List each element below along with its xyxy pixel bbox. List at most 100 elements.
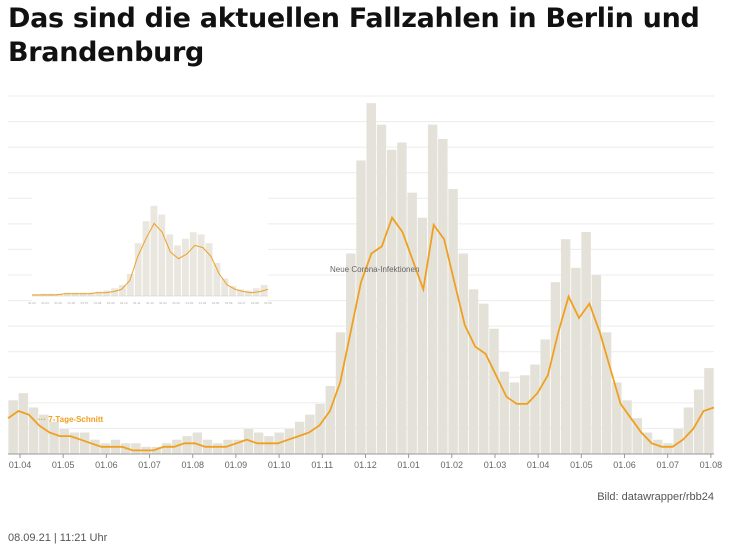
inset-bar — [244, 290, 252, 296]
bar — [704, 368, 714, 454]
x-tick-label: 01.11 — [311, 460, 333, 470]
bar — [550, 282, 561, 454]
bar — [346, 253, 356, 454]
bar — [151, 446, 162, 454]
bar — [438, 138, 448, 454]
bar — [356, 160, 366, 454]
x-tick-label: 01.05 — [52, 460, 75, 470]
inset-bar — [32, 294, 40, 296]
annotation-new-infections: Neue Corona-Infektionen — [330, 265, 419, 274]
annotation-seven-day-average: ··· 7-Tage-Schnitt — [38, 415, 104, 424]
bars-group — [8, 103, 714, 454]
bar — [18, 393, 29, 454]
bar — [161, 443, 172, 454]
bar — [683, 407, 694, 454]
inset-bar — [237, 289, 244, 296]
bar — [49, 421, 59, 454]
inset-bar — [221, 278, 229, 296]
x-tick-label: 01.04 — [527, 460, 550, 470]
bar — [601, 332, 612, 454]
inset-tick-label: 01.07 — [238, 301, 246, 305]
bar — [571, 267, 581, 454]
x-tick-label: 01.01 — [397, 460, 420, 470]
inset-bar — [87, 292, 95, 296]
inset-tick-label: 01.06 — [225, 301, 233, 305]
bar — [325, 385, 336, 454]
inset-tick-label: 01.03 — [28, 301, 36, 305]
x-tick-label: 01.03 — [484, 460, 507, 470]
bar — [479, 303, 489, 454]
x-tick-label: 01.10 — [268, 460, 291, 470]
bar — [335, 332, 346, 454]
inset-tick-label: 01.11 — [133, 301, 141, 305]
bar — [653, 439, 663, 454]
bar — [417, 217, 428, 454]
bar — [468, 289, 479, 454]
bar — [39, 414, 49, 454]
inset-tick-label: 01.03 — [186, 301, 194, 305]
bar — [560, 239, 571, 454]
headline: Das sind die aktuellen Fallzahlen in Ber… — [8, 3, 700, 68]
bar — [612, 382, 622, 454]
inset-bar — [79, 292, 87, 296]
inset-bar — [213, 263, 221, 296]
inset-bar — [150, 205, 158, 296]
bar — [407, 192, 417, 454]
inset-tick-label: 01.09 — [264, 301, 272, 305]
bar — [8, 400, 18, 454]
bar — [540, 339, 550, 454]
bar — [519, 375, 530, 454]
bar — [172, 439, 182, 454]
inset-bar — [142, 221, 150, 296]
inset-bar — [103, 290, 111, 296]
inset-bar — [63, 292, 71, 296]
inset-bar — [166, 234, 174, 296]
bar — [581, 232, 591, 454]
inset-tick-label: 01.08 — [251, 301, 259, 305]
inset-tick-label: 01.04 — [41, 301, 49, 305]
bar — [131, 443, 141, 454]
bar — [28, 407, 39, 454]
chart-container: 01.03 01.04 01.05 01.06 01.07 01.08 01.09 01.10… — [0, 90, 754, 480]
inset-tick-label: 01.06 — [68, 301, 76, 305]
bar — [284, 428, 295, 454]
inset-tick-label: 01.04 — [199, 301, 207, 305]
bar — [530, 364, 540, 454]
inset-bar — [174, 245, 181, 296]
bar — [397, 142, 407, 454]
inset-tick-label: 01.08 — [94, 301, 102, 305]
inset-tick-label: 01.10 — [120, 301, 128, 305]
bar — [264, 436, 274, 454]
inset-bar — [95, 291, 103, 296]
inset-bar — [134, 243, 142, 296]
bar — [213, 443, 223, 454]
x-tick-label: 01.06 — [95, 460, 118, 470]
x-tick-label: 01.02 — [441, 460, 464, 470]
bar — [376, 124, 387, 454]
inset-bar — [119, 285, 126, 296]
x-ticks: 01.04 01.05 01.06 01.07 01.08 01.09 01.10 01.11… — [9, 454, 722, 470]
inset-chart: 01.03 01.04 01.05 01.06 01.07 01.08 01.09 01.10… — [28, 182, 272, 306]
inset-tick-label: 01.09 — [107, 301, 115, 305]
bar — [499, 371, 509, 454]
x-tick-label: 01.12 — [354, 460, 377, 470]
bar — [427, 124, 438, 454]
inset-bar — [71, 292, 79, 296]
inset-line — [32, 222, 269, 296]
bar — [182, 436, 192, 454]
bar — [642, 432, 653, 454]
bar — [100, 443, 110, 454]
bar — [509, 382, 520, 454]
bar — [663, 443, 673, 454]
inset-tick-label: 01.01 — [159, 301, 167, 305]
inset-bar — [189, 232, 197, 296]
x-tick-label: 01.07 — [138, 460, 161, 470]
seven-day-average-line — [7, 215, 715, 452]
inset-bar — [197, 234, 205, 296]
bar — [673, 428, 683, 454]
inset-bar — [229, 286, 237, 296]
bar — [448, 189, 458, 454]
inset-tick-label: 01.05 — [54, 301, 62, 305]
inset-bar — [126, 274, 134, 296]
fallzahlen-chart: 01.03 01.04 01.05 01.06 01.07 01.08 01.09 01.10… — [7, 95, 722, 470]
